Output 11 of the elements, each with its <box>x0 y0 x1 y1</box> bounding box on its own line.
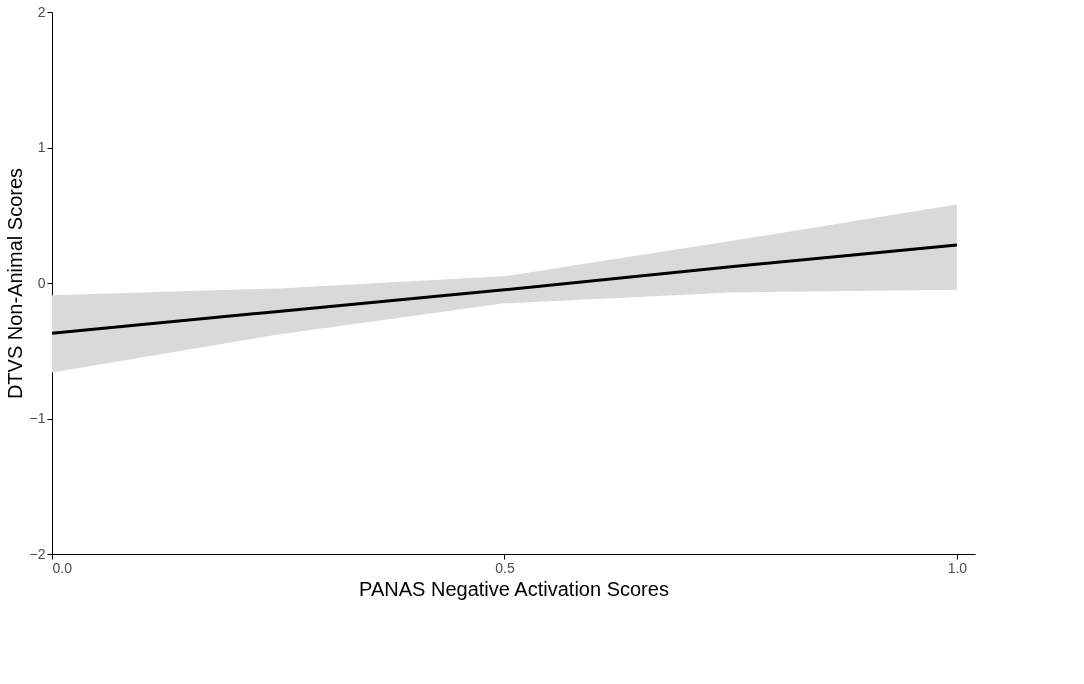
y-tick-label: 1 <box>37 139 46 155</box>
y-tick-label: 0 <box>37 274 46 291</box>
x-tick-label: 1.0 <box>947 559 968 576</box>
x-axis-title: PANAS Negative Activation Scores <box>359 577 669 600</box>
y-tick-label: −1 <box>29 410 46 426</box>
x-tick-label: 0.5 <box>495 559 515 576</box>
y-tick-label: 2 <box>37 3 46 20</box>
y-axis-title: DTVS Non-Animal Scores <box>3 167 26 400</box>
x-tick-label: 0.0 <box>52 559 73 576</box>
y-tick-label: −2 <box>29 545 46 562</box>
line-series <box>50 243 959 335</box>
